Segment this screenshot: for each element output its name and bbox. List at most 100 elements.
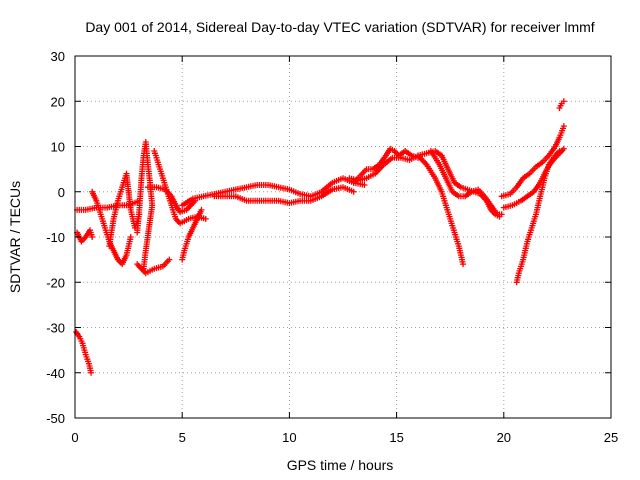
data-point <box>166 256 173 263</box>
data-point-segment <box>155 161 166 179</box>
x-tick-label: 20 <box>497 430 511 445</box>
series-trace-g-low <box>134 256 173 277</box>
x-tick-label: 0 <box>71 430 78 445</box>
data-point <box>127 234 134 240</box>
data-point-segment <box>464 186 475 194</box>
data-point-segment <box>438 152 451 171</box>
data-point-segment <box>451 229 462 247</box>
data-point-segment <box>545 145 557 159</box>
data-point-segment <box>232 193 248 203</box>
data-point-segment <box>134 209 143 236</box>
data-point <box>198 206 205 213</box>
data-point-segment <box>513 177 525 191</box>
data-point-segment <box>509 198 522 209</box>
x-tick-label: 5 <box>179 430 186 445</box>
series-trace-q-drop3 <box>438 152 503 220</box>
data-point-segment <box>164 188 174 207</box>
data-point-segment <box>177 217 190 227</box>
data-point-segment <box>451 179 463 190</box>
data-point-segment <box>119 253 129 268</box>
data-point-segment <box>487 206 497 216</box>
data-point-segment <box>307 194 323 204</box>
data-point-segment <box>447 215 457 234</box>
data-point-segment <box>318 181 334 195</box>
y-tick-label: -30 <box>46 321 65 336</box>
data-point-segment <box>455 193 467 200</box>
data-point-segment <box>159 258 171 270</box>
data-point-segment <box>526 165 538 177</box>
data-point-segment <box>172 202 182 214</box>
data-point-segment <box>552 136 562 150</box>
data-point <box>560 123 567 130</box>
data-point-segment <box>106 218 117 250</box>
data-point-segment <box>194 208 204 222</box>
data-point-segment <box>183 199 197 213</box>
data-point-segment <box>307 189 323 200</box>
data-point-segment <box>545 154 557 168</box>
data-point-segment <box>142 139 151 166</box>
data-point <box>496 213 503 220</box>
y-tick-label: 30 <box>51 49 65 64</box>
y-tick-label: -20 <box>46 275 65 290</box>
data-point-segment <box>181 236 191 254</box>
series-trace-r-late <box>498 123 567 200</box>
data-point-segment <box>533 160 544 170</box>
data-point <box>202 215 209 222</box>
series-trace-a-early <box>73 329 95 376</box>
data-point-segment <box>136 177 145 213</box>
series-trace-d-dip <box>89 188 134 268</box>
data-point-segment <box>477 191 488 203</box>
data-point <box>350 188 357 195</box>
data-point-segment <box>370 162 381 173</box>
data-point-segment <box>97 211 108 229</box>
series-trace-u-late-top <box>556 98 567 111</box>
data-point-segment <box>363 166 374 173</box>
data-point <box>560 98 567 105</box>
x-tick-label: 10 <box>282 430 296 445</box>
data-point-segment <box>76 333 85 345</box>
data-point-segment <box>406 153 419 164</box>
data-point-segment <box>93 197 103 216</box>
y-tick-label: 20 <box>51 94 65 109</box>
data-point-segment <box>340 184 355 194</box>
data-point-segment <box>380 156 394 168</box>
data-point-segment <box>89 188 99 202</box>
data-point-segment <box>539 154 551 166</box>
data-point-segment <box>318 187 334 200</box>
data-point-segment <box>423 161 437 180</box>
data-point-segment <box>177 207 188 216</box>
data-point-segment <box>382 147 393 159</box>
data-point-segment <box>357 167 368 179</box>
data-point-segment <box>528 213 539 231</box>
data-point-segment <box>78 235 88 245</box>
data-point <box>560 145 567 152</box>
x-tick-label: 15 <box>389 430 403 445</box>
data-point-segment <box>438 188 449 207</box>
data-point-segment <box>432 175 444 193</box>
series-trace-t-late-dip <box>513 148 563 286</box>
data-point-segment <box>541 163 552 182</box>
series-trace-j-dive <box>179 206 205 263</box>
axis-ticks: 0 5 10 15 20 25 30 20 10 0 -10 -20 -30 -40 -50 <box>46 49 618 445</box>
data-point <box>460 261 467 268</box>
series-trace-o-drop <box>415 152 467 268</box>
data-point-segment <box>189 217 200 231</box>
data-point-segment <box>556 102 564 111</box>
data-point-segment <box>151 148 161 166</box>
y-tick-label: -40 <box>46 366 65 381</box>
data-point-segment <box>445 166 457 184</box>
data-point-segment <box>432 148 443 158</box>
data-point-segment <box>436 161 448 180</box>
data-point-segment <box>87 227 95 238</box>
data-point-segment <box>492 211 501 219</box>
data-point-segment <box>372 163 386 177</box>
data-point-segment <box>470 188 482 197</box>
data-point-segment <box>518 194 529 204</box>
data-point <box>89 234 96 240</box>
data-point-segment <box>530 181 542 195</box>
x-axis-label: GPS time / hours <box>287 457 394 473</box>
data-point-segment <box>172 215 182 225</box>
data-point-segment <box>376 154 388 168</box>
y-tick-label: 10 <box>51 140 65 155</box>
